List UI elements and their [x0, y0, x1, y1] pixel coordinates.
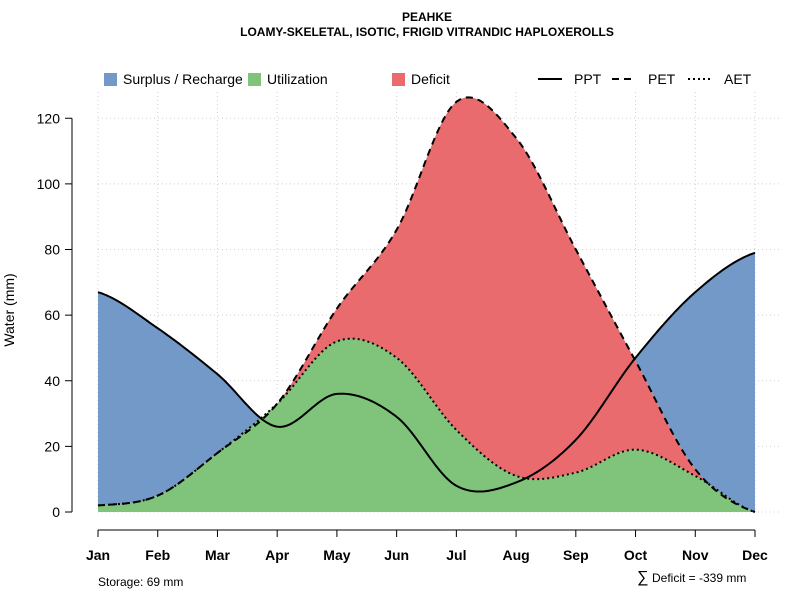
- x-tick-label: Apr: [265, 547, 290, 563]
- x-tick-label: Aug: [502, 547, 529, 563]
- series-line-ppt: [97, 251, 756, 493]
- chart-title: PEAHKE: [402, 10, 452, 24]
- x-tick-label: Sep: [563, 547, 589, 563]
- y-tick-label: 120: [37, 110, 61, 126]
- y-tick-label: 20: [44, 438, 60, 454]
- y-tick-label: 100: [37, 176, 61, 192]
- y-axis-label: Water (mm): [1, 273, 17, 346]
- legend-label: Surplus / Recharge: [123, 71, 243, 87]
- legend-label: PPT: [574, 71, 602, 87]
- legend-swatch: [248, 73, 261, 86]
- series-line-aet: [97, 337, 756, 513]
- legend-label: Deficit: [411, 71, 450, 87]
- chart-subtitle: LOAMY-SKELETAL, ISOTIC, FRIGID VITRANDIC…: [240, 25, 614, 39]
- y-tick-label: 40: [44, 373, 60, 389]
- fill-areas: [98, 97, 755, 513]
- axes: 0 20 40 60 80 100 120 Jan Feb Mar Apr May Jun Jul Aug S…: [37, 110, 768, 563]
- storage-note: Storage: 69 mm: [98, 575, 183, 589]
- x-tick-label: Jul: [446, 547, 466, 563]
- deficit-area: [98, 97, 755, 513]
- utilization-area: [98, 338, 755, 512]
- x-tick-label: Jun: [384, 547, 409, 563]
- y-tick-label: 60: [44, 307, 60, 323]
- legend-label: PET: [648, 71, 676, 87]
- x-tick-label: Dec: [742, 547, 768, 563]
- x-tick-label: Nov: [682, 547, 709, 563]
- y-tick-label: 80: [44, 242, 60, 258]
- deficit-note: Deficit = -339 mm: [652, 571, 746, 585]
- x-tick-label: Feb: [145, 547, 170, 563]
- legend-swatch: [104, 73, 117, 86]
- legend-label: Utilization: [267, 71, 328, 87]
- x-tick-label: Jan: [86, 547, 110, 563]
- x-tick-label: May: [323, 547, 350, 563]
- legend: Surplus / Recharge Utilization Deficit PPT P…: [104, 71, 752, 87]
- legend-label: AET: [724, 71, 752, 87]
- series-lines: [97, 96, 756, 513]
- legend-swatch: [392, 73, 405, 86]
- y-tick-label: 0: [52, 504, 60, 520]
- x-tick-label: Mar: [205, 547, 230, 563]
- deficit-sum-symbol: ∑: [637, 569, 648, 586]
- x-tick-label: Oct: [624, 547, 648, 563]
